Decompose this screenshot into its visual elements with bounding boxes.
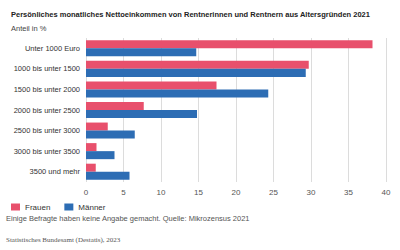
svg-text:0: 0 xyxy=(84,188,89,197)
svg-text:2000 bis unter 2500: 2000 bis unter 2500 xyxy=(14,106,80,115)
svg-text:Frauen: Frauen xyxy=(25,203,50,212)
svg-text:15: 15 xyxy=(194,188,203,197)
svg-text:35: 35 xyxy=(344,188,353,197)
svg-text:25: 25 xyxy=(269,188,278,197)
svg-text:1000 bis unter 1500: 1000 bis unter 1500 xyxy=(14,64,80,73)
svg-text:Männer: Männer xyxy=(78,203,105,212)
svg-text:2500 bis unter 3000: 2500 bis unter 3000 xyxy=(14,126,80,135)
svg-text:Einige Befragte haben keine An: Einige Befragte haben keine Angabe gemac… xyxy=(6,214,250,223)
svg-text:1500 bis unter 2000: 1500 bis unter 2000 xyxy=(14,85,80,94)
svg-text:3500 und mehr: 3500 und mehr xyxy=(30,167,81,176)
svg-text:30: 30 xyxy=(307,188,316,197)
svg-text:3000 bis unter 3500: 3000 bis unter 3500 xyxy=(14,147,80,156)
svg-text:5: 5 xyxy=(121,188,126,197)
svg-text:Unter 1000 Euro: Unter 1000 Euro xyxy=(25,44,80,53)
svg-text:Statistisches Bundesamt (Desta: Statistisches Bundesamt (Destatis), 2023 xyxy=(6,236,121,244)
svg-text:20: 20 xyxy=(232,188,241,197)
svg-text:Persönliches monatliches Netto: Persönliches monatliches Nettoeinkommen … xyxy=(11,10,370,19)
svg-text:Anteil in %: Anteil in % xyxy=(11,24,47,33)
svg-text:10: 10 xyxy=(157,188,166,197)
svg-text:40: 40 xyxy=(382,188,391,197)
